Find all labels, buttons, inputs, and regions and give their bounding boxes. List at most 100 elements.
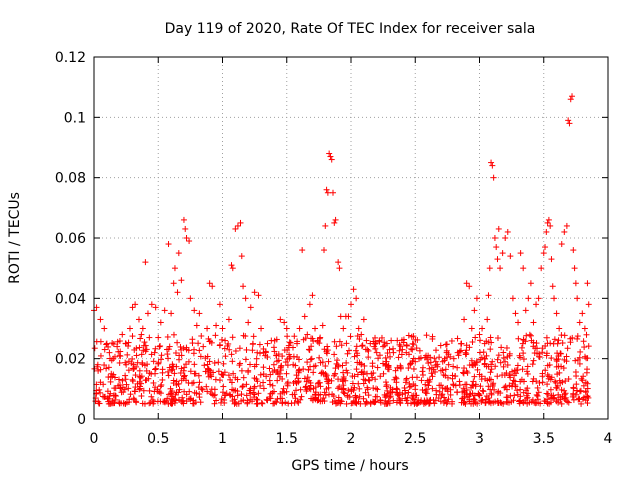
data-point	[220, 360, 227, 367]
data-point	[247, 385, 254, 392]
data-point	[464, 369, 471, 376]
data-point	[436, 388, 443, 395]
data-point	[249, 398, 256, 405]
data-point	[474, 400, 481, 407]
data-point	[354, 333, 361, 340]
data-point	[463, 280, 470, 287]
data-point	[318, 370, 325, 377]
data-point	[585, 343, 592, 350]
data-point	[580, 338, 587, 345]
data-point	[397, 400, 404, 407]
data-point	[454, 335, 461, 342]
data-point	[504, 353, 511, 360]
data-point	[386, 394, 393, 401]
data-point	[343, 340, 350, 347]
data-point	[338, 398, 345, 405]
data-point	[413, 345, 420, 352]
data-point	[164, 395, 171, 402]
data-point	[228, 379, 235, 386]
data-point	[416, 347, 423, 354]
data-point	[171, 370, 178, 377]
data-point	[432, 368, 439, 375]
data-point	[320, 395, 327, 402]
data-point	[319, 359, 326, 366]
data-point	[569, 93, 576, 100]
data-point	[232, 374, 239, 381]
data-point	[376, 337, 383, 344]
data-point	[205, 367, 212, 374]
data-point	[528, 332, 535, 339]
data-point	[542, 367, 549, 374]
data-point	[212, 332, 219, 339]
data-point	[200, 343, 207, 350]
data-point	[575, 396, 582, 403]
data-point	[510, 377, 517, 384]
data-point	[96, 386, 103, 393]
data-point	[376, 352, 383, 359]
data-point	[180, 345, 187, 352]
data-point	[191, 389, 198, 396]
data-point	[579, 377, 586, 384]
data-point	[347, 333, 354, 340]
data-point	[484, 377, 491, 384]
data-point	[359, 368, 366, 375]
data-point	[238, 391, 245, 398]
data-point	[324, 189, 331, 196]
data-point	[561, 228, 568, 235]
data-point	[123, 361, 130, 368]
data-point	[277, 316, 284, 323]
axis-ticks	[93, 56, 609, 420]
data-point	[419, 364, 426, 371]
data-point	[395, 354, 402, 361]
data-point	[230, 370, 237, 377]
data-point	[489, 358, 496, 365]
data-point	[343, 400, 350, 407]
data-point	[433, 347, 440, 354]
data-point	[306, 347, 313, 354]
data-point	[396, 389, 403, 396]
data-point	[150, 379, 157, 386]
data-point	[553, 398, 560, 405]
data-point	[574, 335, 581, 342]
data-point	[442, 397, 449, 404]
data-point	[331, 370, 338, 377]
data-point	[428, 364, 435, 371]
data-point	[342, 377, 349, 384]
data-point	[106, 349, 113, 356]
data-point	[579, 310, 586, 317]
data-point	[312, 389, 319, 396]
data-point	[443, 400, 450, 407]
data-point	[381, 391, 388, 398]
data-point	[368, 370, 375, 377]
data-point	[526, 331, 533, 338]
data-point	[524, 370, 531, 377]
data-point	[576, 388, 583, 395]
data-point	[309, 292, 316, 299]
data-point	[185, 379, 192, 386]
data-point	[484, 316, 491, 323]
data-point	[226, 346, 233, 353]
data-point	[535, 295, 542, 302]
data-point	[441, 355, 448, 362]
data-points	[91, 93, 592, 407]
data-point	[255, 390, 262, 397]
data-point	[315, 379, 322, 386]
data-point	[364, 386, 371, 393]
data-point	[97, 316, 104, 323]
data-point	[403, 349, 410, 356]
data-point	[533, 340, 540, 347]
data-point	[444, 374, 451, 381]
data-point	[417, 399, 424, 406]
data-point	[157, 383, 164, 390]
data-point	[403, 375, 410, 382]
data-point	[500, 354, 507, 361]
data-point	[434, 363, 441, 370]
data-point	[571, 265, 578, 272]
data-point	[565, 117, 572, 124]
data-point	[155, 359, 162, 366]
data-point	[570, 247, 577, 254]
data-point	[232, 225, 239, 232]
data-point	[115, 376, 122, 383]
data-point	[387, 384, 394, 391]
data-point	[583, 331, 590, 338]
